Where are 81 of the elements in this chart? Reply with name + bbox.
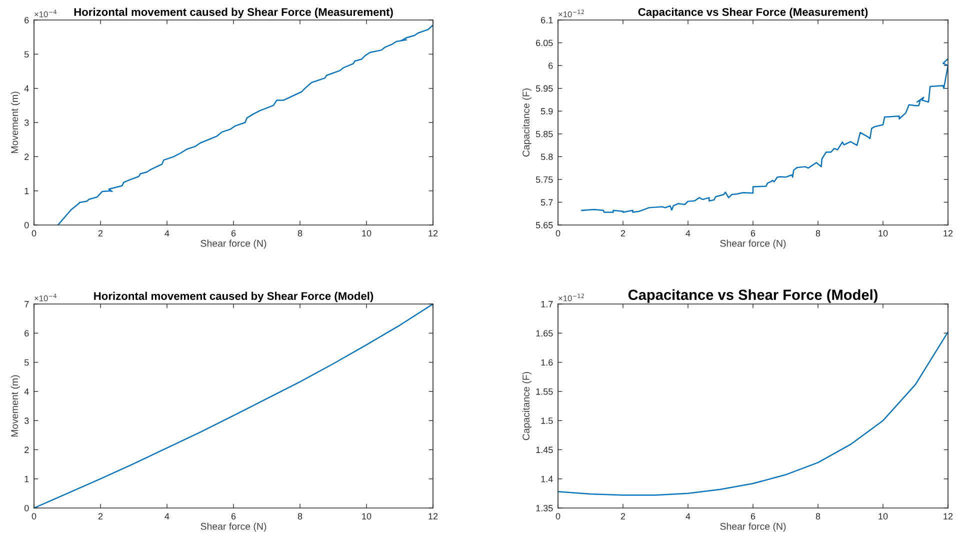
x-tick-label: 2 [620, 513, 626, 520]
chart-title: Capacitance vs Shear Force (Model) [628, 289, 878, 303]
x-axis-title: Shear force (N) [720, 522, 786, 532]
chart-title: Horizontal movement caused by Shear Force (Model) [94, 292, 374, 302]
y-tick-label: 1.5 [541, 418, 553, 424]
x-tick-label: 10 [362, 513, 372, 520]
x-tick-label: 2 [98, 230, 103, 236]
x-tick-label: 0 [556, 230, 560, 236]
y-tick-label: 5 [24, 51, 29, 58]
chart-title: Horizontal movement caused by Shear Force (Measurement) [74, 8, 393, 18]
x-axis-title: Shear force (N) [200, 240, 266, 249]
y-tick-label: 2 [24, 154, 29, 160]
text: ×10$^{−12}$ [558, 10, 584, 18]
x-tick-label: 12 [944, 230, 953, 236]
x-axis-title: Shear force (N) [720, 240, 786, 249]
y-tick-label: 3 [24, 119, 29, 126]
y-tick-label: 5 [24, 359, 29, 366]
y-tick-label: 6.05 [536, 40, 553, 46]
x-tick-label: 8 [298, 513, 302, 520]
y-tick-label: 5.8 [540, 154, 553, 160]
line-series [34, 304, 433, 508]
y-tick-label: 1.4 [541, 476, 553, 482]
x-tick-label: 8 [298, 230, 302, 236]
y-axis-title: Movement (m) [10, 92, 20, 154]
x-tick-label: 12 [428, 513, 438, 520]
y-tick-label: 5.85 [536, 130, 553, 138]
x-tick-label: 4 [686, 230, 690, 236]
x-tick-label: 2 [98, 513, 103, 520]
text: ×10$^{−12}$ [558, 294, 584, 302]
y-tick-label: 5.95 [536, 85, 553, 92]
y-tick-label: 5.75 [536, 176, 553, 183]
y-tick-label: 1 [24, 188, 29, 194]
line-series [581, 58, 948, 213]
x-tick-label: 8 [816, 230, 820, 236]
x-tick-label: 8 [816, 513, 820, 520]
x-tick-label: 2 [620, 230, 626, 236]
y-tick-label: 1 [24, 476, 29, 482]
x-tick-label: 12 [944, 513, 953, 520]
y-axis-title: Capacitance (F) [522, 88, 532, 157]
y-tick-label: 1.35 [536, 504, 553, 512]
line-series [558, 331, 948, 496]
y-tick-label: 2 [24, 446, 29, 453]
x-tick-label: 10 [878, 230, 888, 236]
x-axis-title: Shear force (N) [200, 522, 266, 532]
x-tick-label: 0 [32, 513, 36, 520]
chart-title: Capacitance vs Shear Force (Measurement) [638, 8, 868, 18]
x-tick-label: 10 [362, 230, 372, 236]
y-tick-label: 0 [24, 504, 29, 512]
y-tick-label: 1.6 [541, 359, 553, 366]
y-tick-label: 4 [24, 388, 29, 395]
x-tick-label: 4 [686, 513, 690, 520]
y-tick-label: 5.7 [540, 199, 553, 206]
y-tick-label: 1.55 [536, 388, 553, 395]
y-tick-label: 1.45 [536, 446, 553, 454]
text: ×10$^{−4}$ [34, 10, 56, 18]
y-tick-label: 3 [24, 418, 29, 424]
x-tick-label: 0 [556, 513, 560, 520]
x-tick-label: 12 [428, 230, 438, 236]
y-tick-label: 0 [24, 222, 29, 228]
y-tick-label: 4 [24, 85, 29, 92]
x-tick-label: 4 [164, 513, 170, 520]
text: ×10$^{−4}$ [34, 294, 56, 302]
x-tick-label: 6 [231, 513, 236, 520]
y-tick-label: 5.65 [536, 222, 553, 228]
x-tick-label: 6 [750, 513, 756, 520]
x-tick-label: 6 [231, 230, 236, 236]
x-tick-label: 4 [164, 230, 170, 236]
y-tick-label: 6 [24, 330, 29, 337]
y-tick-label: 5.9 [540, 108, 553, 114]
y-tick-label: 1.7 [541, 301, 553, 308]
y-tick-label: 6 [548, 62, 553, 69]
y-tick-label: 7 [24, 301, 29, 308]
y-tick-label: 6.1 [541, 16, 553, 24]
y-axis-title: Capacitance (F) [522, 372, 532, 440]
x-tick-label: 0 [32, 230, 36, 236]
y-axis-title: Movement (m) [10, 375, 20, 437]
x-tick-label: 6 [750, 230, 756, 236]
line-series [57, 24, 433, 225]
y-tick-label: 1.65 [536, 330, 553, 337]
x-tick-label: 10 [878, 513, 888, 520]
y-tick-label: 6 [24, 16, 29, 24]
